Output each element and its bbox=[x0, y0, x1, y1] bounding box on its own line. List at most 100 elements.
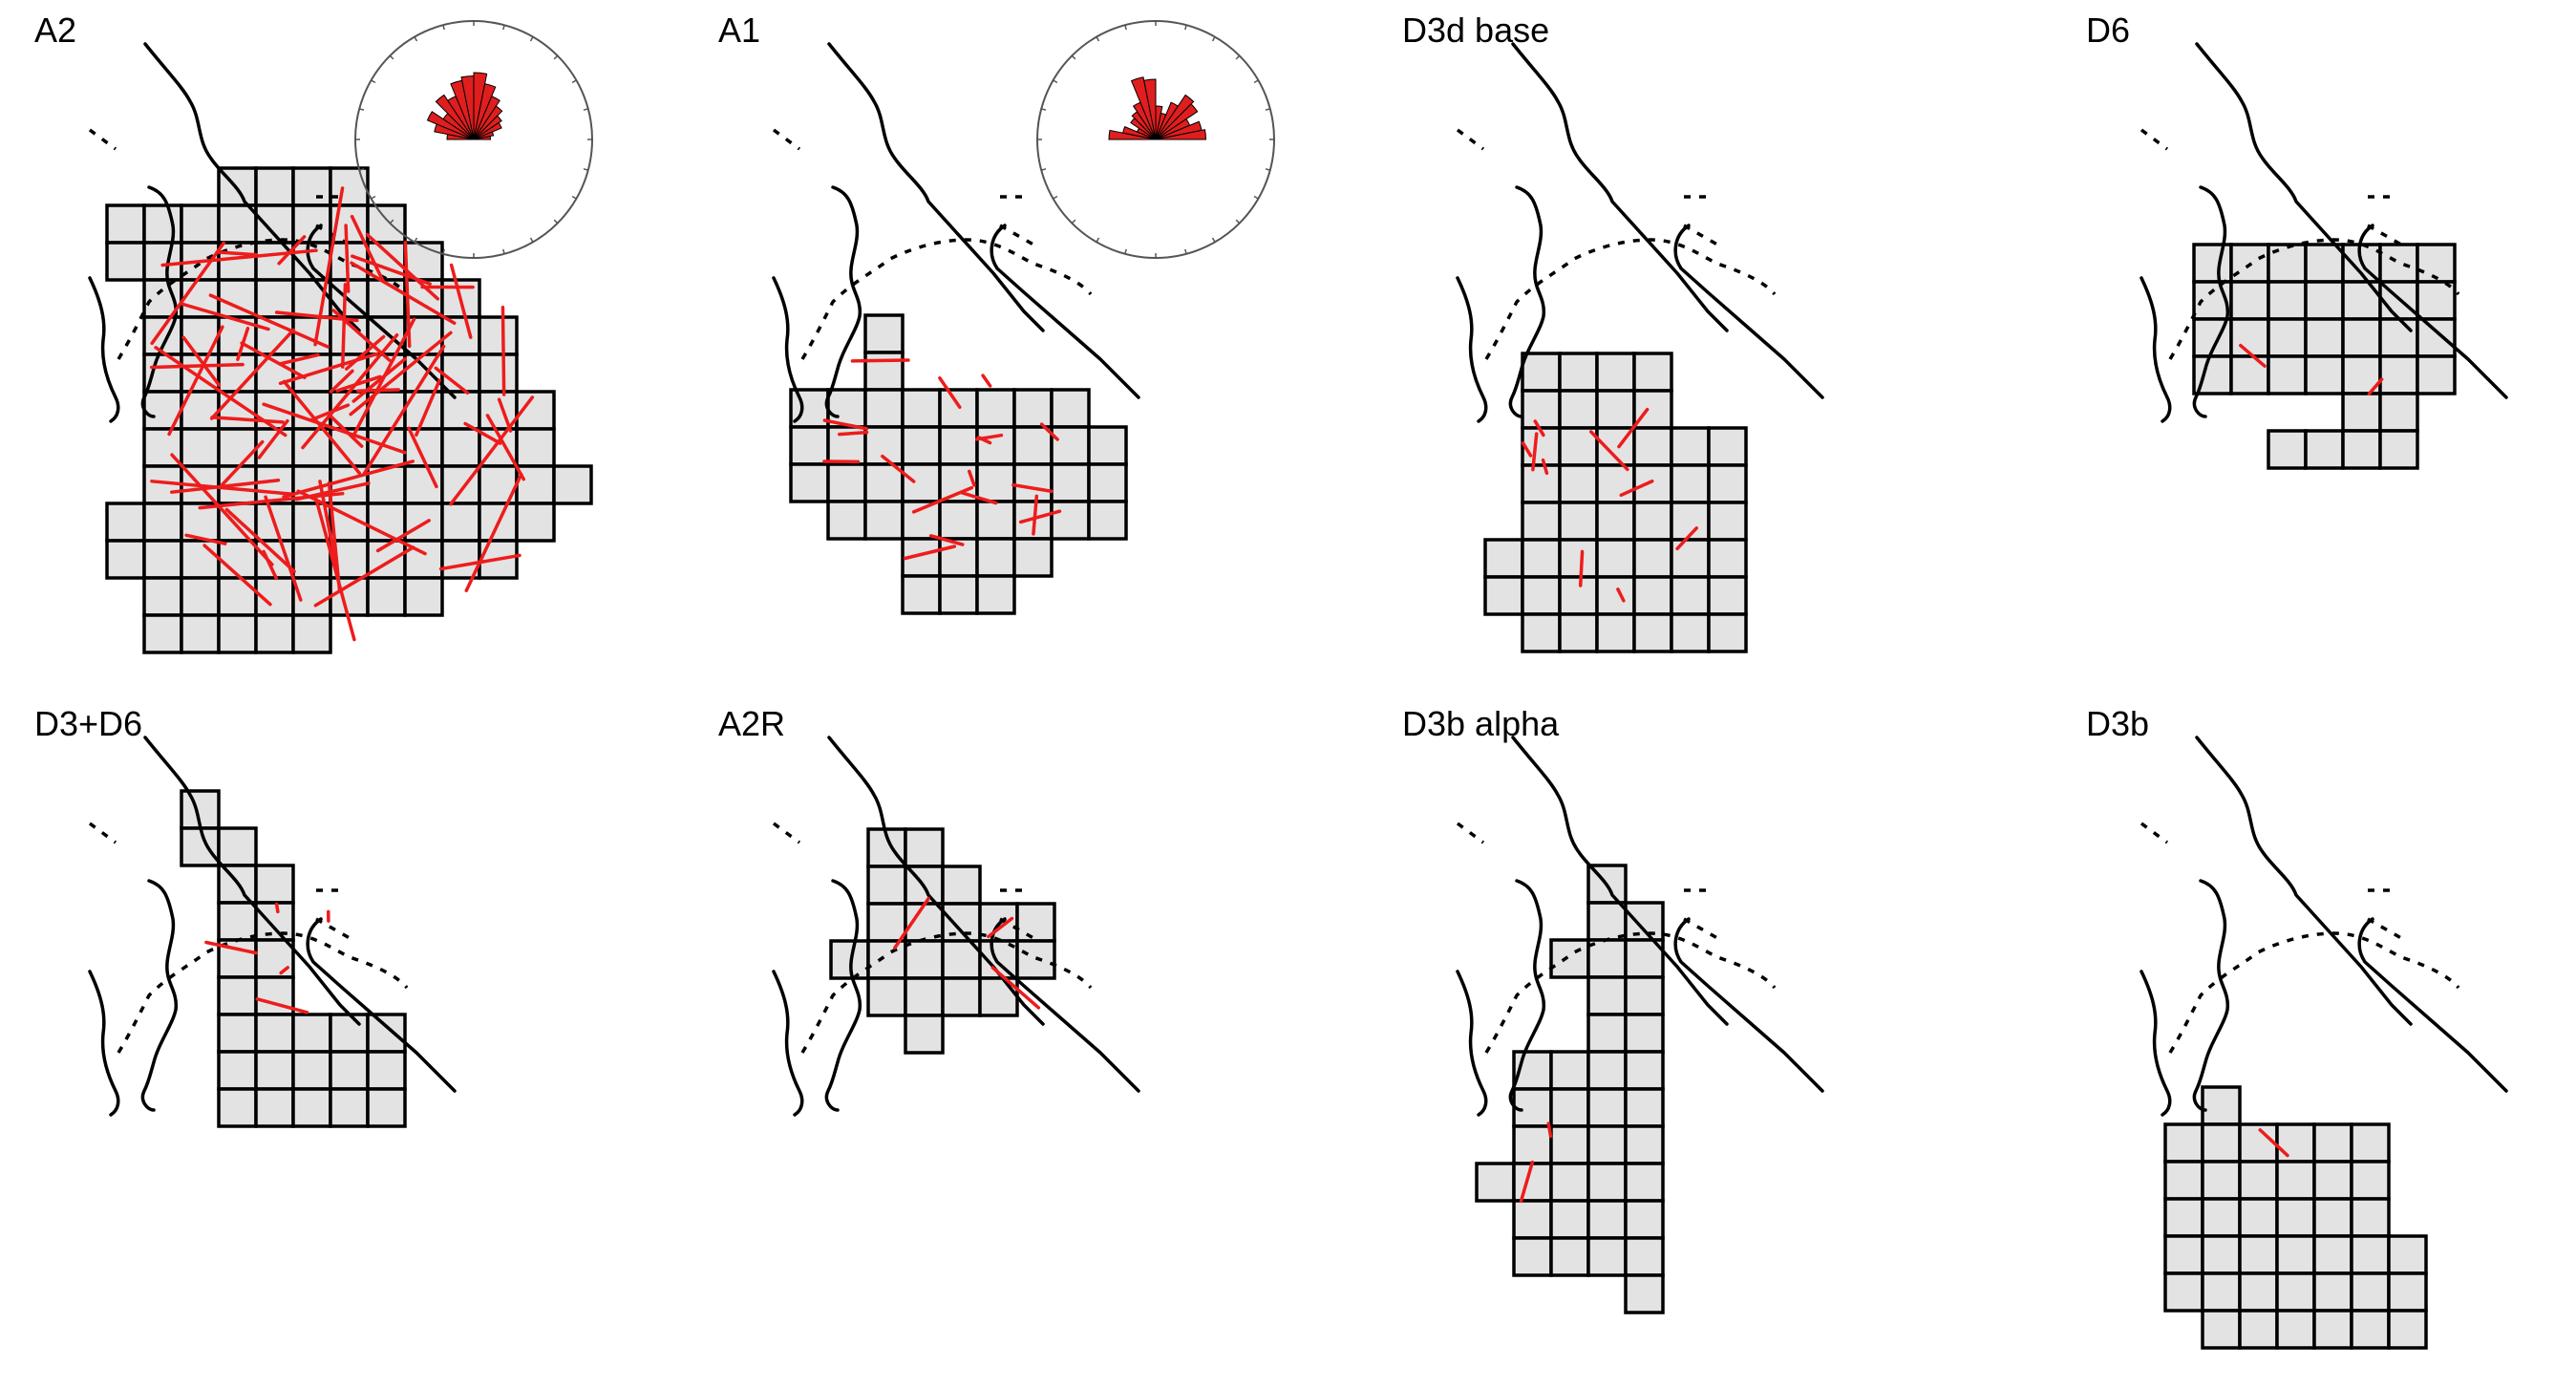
trackway bbox=[968, 469, 976, 487]
panel-1: A2 bbox=[34, 11, 593, 654]
rose-petal bbox=[435, 94, 475, 140]
grid-cell bbox=[1586, 975, 1628, 1016]
grid-cell bbox=[2275, 1271, 2316, 1313]
grid-cell bbox=[2275, 1160, 2316, 1201]
grid-cell bbox=[901, 462, 942, 503]
grid-cell bbox=[866, 865, 907, 906]
trackway bbox=[327, 481, 342, 592]
trackway bbox=[215, 250, 259, 257]
rose-petal bbox=[426, 111, 475, 140]
grid-cell bbox=[2378, 317, 2419, 358]
trackway bbox=[224, 507, 296, 573]
grid-cell bbox=[2238, 1197, 2279, 1238]
grid-cell bbox=[2350, 1309, 2391, 1350]
grid-cell bbox=[2341, 317, 2382, 358]
grid-cell bbox=[142, 502, 183, 543]
trackway bbox=[938, 375, 962, 409]
grid-cell bbox=[515, 464, 556, 505]
grid-cell bbox=[254, 1087, 295, 1128]
coastline bbox=[772, 736, 1140, 1117]
grid-cell bbox=[2275, 1122, 2316, 1164]
grid-cell bbox=[1707, 612, 1748, 653]
grid-cell bbox=[254, 613, 295, 654]
panel-7: D3b alpha bbox=[1402, 704, 1824, 1314]
rose-petal bbox=[473, 115, 502, 140]
trackway bbox=[2239, 343, 2267, 368]
grid-cell bbox=[2304, 429, 2345, 470]
grid-cell bbox=[1632, 352, 1673, 393]
trackway bbox=[881, 454, 916, 483]
grid-cell bbox=[1521, 538, 1562, 579]
grid-cell bbox=[1632, 389, 1673, 430]
grid-cell bbox=[254, 166, 295, 207]
grid-cell bbox=[142, 576, 183, 617]
trackway bbox=[1011, 482, 1054, 494]
grid-cell bbox=[1483, 538, 1524, 579]
grid-cell bbox=[217, 901, 258, 942]
grid-cell bbox=[938, 388, 979, 429]
grid-cell bbox=[975, 388, 1016, 429]
grid-cell bbox=[329, 1013, 370, 1054]
grid-cell bbox=[1012, 388, 1054, 429]
rose-tick bbox=[502, 25, 505, 31]
grid-cell bbox=[938, 425, 979, 466]
grid-cell bbox=[1670, 612, 1711, 653]
grid-cell bbox=[2238, 1309, 2279, 1350]
rose-tick bbox=[1053, 79, 1058, 84]
trackway bbox=[167, 325, 224, 437]
grid-cell bbox=[2312, 1271, 2353, 1313]
grid-cell bbox=[1512, 1124, 1553, 1165]
grid-cell bbox=[901, 574, 942, 615]
rose-petal bbox=[473, 105, 503, 140]
grid-cell bbox=[2416, 317, 2457, 358]
grid-cell bbox=[1586, 1162, 1628, 1203]
grid-cell bbox=[2201, 1085, 2242, 1126]
grid-cell bbox=[1586, 1013, 1628, 1054]
grid-cell bbox=[1521, 501, 1562, 542]
trackway bbox=[987, 916, 1014, 939]
grid-cell bbox=[1595, 538, 1636, 579]
grid-cell bbox=[975, 500, 1016, 541]
grid-cell bbox=[2275, 1234, 2316, 1275]
trackway bbox=[893, 896, 930, 950]
grid-cell bbox=[975, 574, 1016, 615]
grid-cell bbox=[2267, 354, 2308, 395]
grid-cell bbox=[1521, 463, 1562, 504]
grid-cell bbox=[1586, 1087, 1628, 1128]
trackway bbox=[264, 495, 303, 602]
grid-cell bbox=[142, 539, 183, 580]
rose-petal bbox=[1155, 129, 1207, 140]
grid-cell bbox=[1586, 1199, 1628, 1240]
grid-cell bbox=[366, 1013, 407, 1054]
grid-cell bbox=[1624, 1013, 1665, 1054]
grid-cell bbox=[2341, 392, 2382, 433]
rose-diagram bbox=[1036, 20, 1275, 259]
grid-cell bbox=[866, 902, 907, 943]
grid-cell bbox=[142, 613, 183, 654]
rose-tick bbox=[1235, 219, 1241, 224]
grid-cell bbox=[217, 203, 258, 245]
grid-cell bbox=[1558, 538, 1599, 579]
grid-cell bbox=[366, 1050, 407, 1091]
grid-cell bbox=[1624, 1162, 1665, 1203]
panel-title: D3d base bbox=[1402, 11, 1549, 50]
grid-cell bbox=[2229, 317, 2270, 358]
grid-cell bbox=[2192, 243, 2233, 284]
grid-cell bbox=[1624, 901, 1665, 942]
grid-cell bbox=[2229, 354, 2270, 395]
grid-cell bbox=[1632, 426, 1673, 467]
rose-petal bbox=[473, 96, 500, 140]
trackways bbox=[822, 358, 1062, 561]
rose-tick bbox=[1211, 36, 1216, 42]
trackway bbox=[350, 261, 457, 326]
grid-cell bbox=[1050, 462, 1091, 503]
grid-cell bbox=[1558, 612, 1599, 653]
trackway bbox=[210, 416, 285, 424]
rose-tick bbox=[442, 25, 445, 31]
grid-cell bbox=[1012, 462, 1054, 503]
trackway bbox=[415, 378, 441, 438]
rose-petal bbox=[473, 135, 492, 140]
trackway bbox=[975, 433, 1004, 441]
grid-cell bbox=[975, 462, 1016, 503]
trackway bbox=[329, 369, 354, 394]
